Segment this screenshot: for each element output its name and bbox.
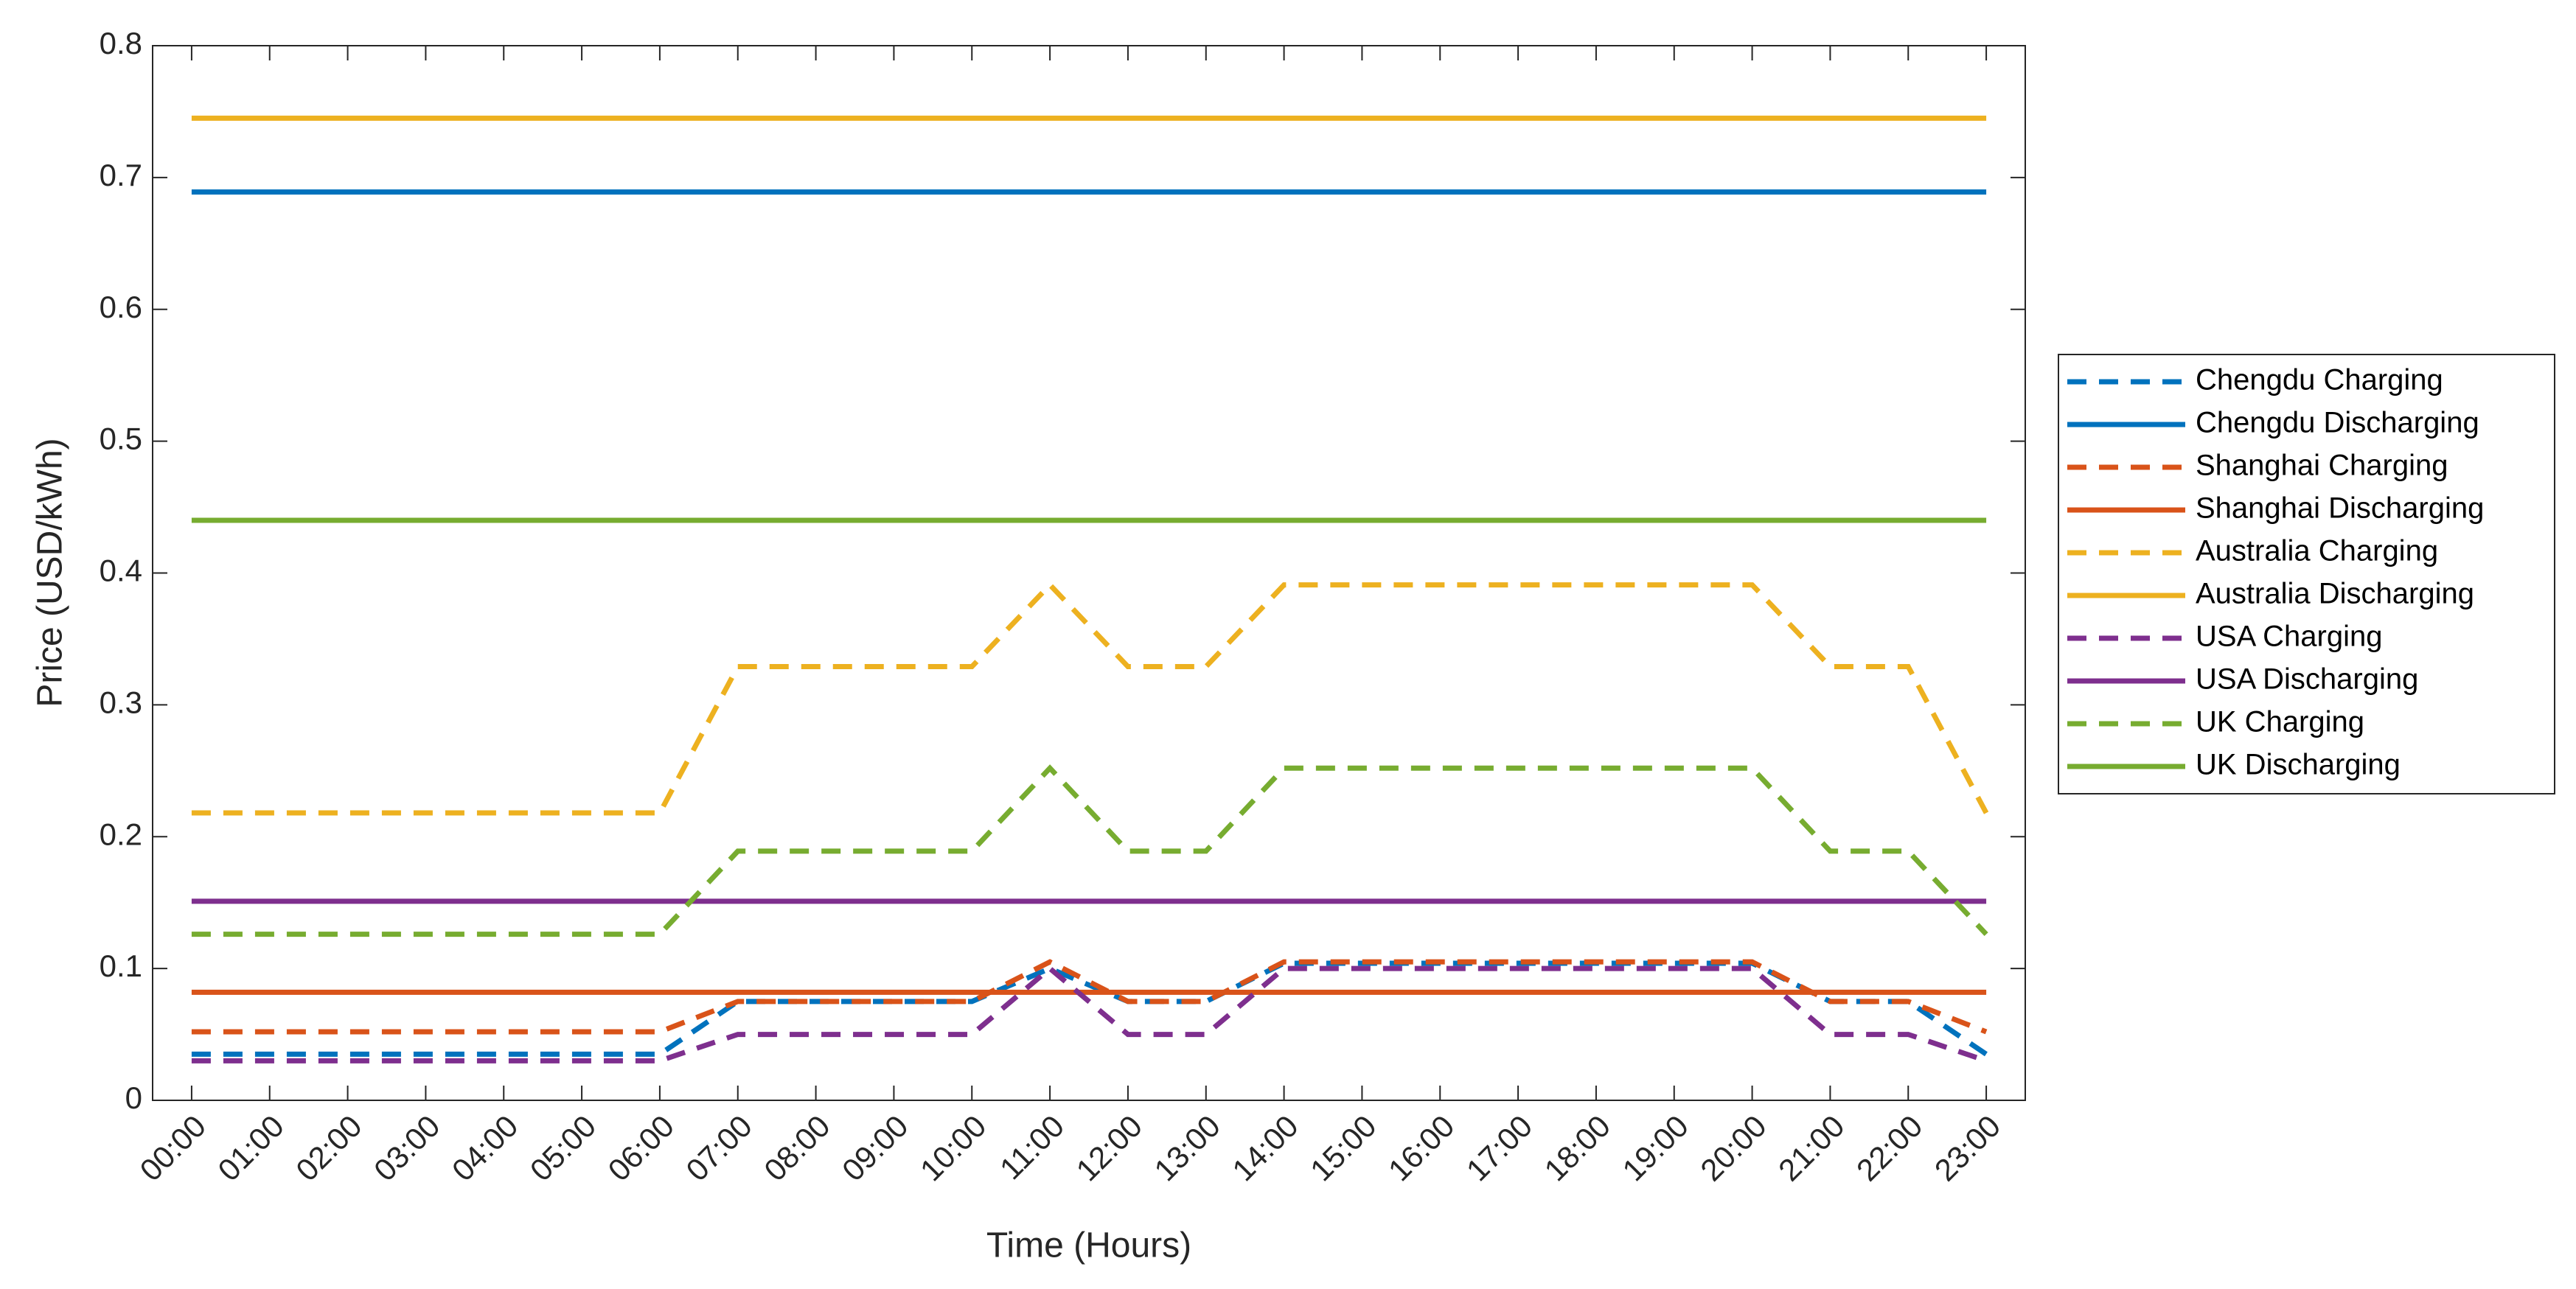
- legend-label: Australia Discharging: [2196, 578, 2474, 610]
- x-tick-label: 02:00: [289, 1108, 369, 1188]
- series-line: [191, 581, 1989, 816]
- x-tick-label: 09:00: [835, 1108, 915, 1188]
- y-tick-label: 0: [125, 1080, 142, 1115]
- x-tick-label: 03:00: [367, 1108, 447, 1188]
- x-tick-label: 11:00: [993, 1108, 1071, 1186]
- x-tick-label: 22:00: [1850, 1108, 1929, 1188]
- x-tick-label: 01:00: [211, 1108, 290, 1188]
- x-tick-label: 13:00: [1147, 1108, 1227, 1188]
- x-tick-label: 00:00: [133, 1108, 213, 1188]
- x-tick-label: 21:00: [1772, 1108, 1851, 1188]
- y-tick-label: 0.8: [100, 26, 142, 60]
- y-tick-label: 0.7: [100, 158, 142, 192]
- x-tick-label: 06:00: [602, 1108, 681, 1188]
- x-tick-label: 07:00: [679, 1108, 759, 1188]
- y-tick-label: 0.5: [100, 422, 142, 456]
- plot-area: [152, 45, 2026, 1101]
- x-tick-label: 19:00: [1615, 1108, 1695, 1188]
- x-tick-label: 12:00: [1070, 1108, 1149, 1188]
- legend-label: Shanghai Charging: [2196, 450, 2448, 482]
- series-line: [191, 764, 1988, 937]
- legend-box: [2058, 354, 2555, 794]
- y-tick-label: 0.4: [100, 553, 142, 588]
- x-tick-label: 18:00: [1538, 1108, 1618, 1188]
- x-tick-label: 17:00: [1460, 1108, 1539, 1188]
- legend-label: Chengdu Discharging: [2196, 407, 2479, 439]
- x-tick-label: 15:00: [1303, 1108, 1383, 1188]
- y-axis-label: Price (USD/kWh): [31, 438, 70, 707]
- legend-label: USA Charging: [2196, 621, 2382, 653]
- series-line: [191, 965, 1988, 1063]
- legend-label: USA Discharging: [2196, 663, 2418, 696]
- y-tick-label: 0.1: [100, 949, 142, 983]
- x-tick-label: 08:00: [757, 1108, 837, 1188]
- x-tick-label: 16:00: [1382, 1108, 1461, 1188]
- legend-label: UK Discharging: [2196, 749, 2401, 781]
- legend-label: Shanghai Discharging: [2196, 492, 2484, 525]
- y-tick-label: 0.6: [100, 290, 142, 324]
- y-tick-label: 0.2: [100, 817, 142, 851]
- x-tick-label: 14:00: [1225, 1108, 1305, 1188]
- legend-label: Australia Charging: [2196, 535, 2438, 567]
- x-tick-label: 04:00: [445, 1108, 525, 1188]
- x-axis-label: Time (Hours): [986, 1226, 1191, 1265]
- series-line: [191, 959, 1988, 1035]
- x-tick-label: 23:00: [1928, 1108, 2008, 1188]
- legend-label: Chengdu Charging: [2196, 364, 2443, 397]
- x-tick-label: 05:00: [523, 1108, 603, 1188]
- x-tick-label: 10:00: [913, 1108, 993, 1188]
- x-tick-label: 20:00: [1693, 1108, 1773, 1188]
- legend-label: UK Charging: [2196, 706, 2364, 738]
- y-tick-label: 0.3: [100, 685, 142, 719]
